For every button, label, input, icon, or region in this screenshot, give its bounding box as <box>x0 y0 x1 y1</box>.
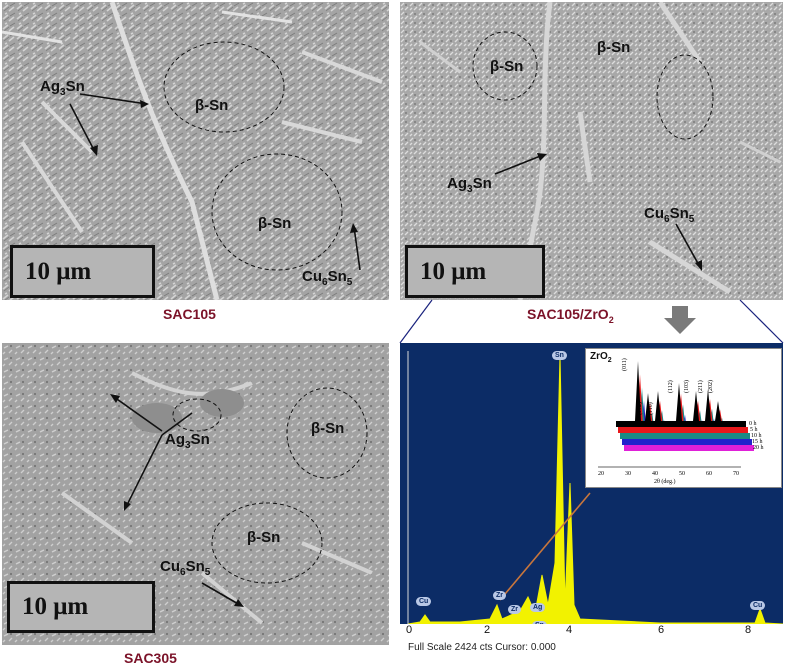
label-beta-sn-1: β-Sn <box>195 97 229 114</box>
label-ag3sn: Ag3Sn <box>40 78 85 98</box>
label-beta-sn-1: β-Sn <box>490 58 524 75</box>
xrd-peak-label: (103) <box>683 380 690 393</box>
sem-panel-sac305: Ag3Sn β-Sn β-Sn Cu6Sn5 10 μm <box>2 343 389 645</box>
sem-panel-sac105-zro2: β-Sn β-Sn Ag3Sn Cu6Sn5 10 μm <box>400 2 783 300</box>
eds-peak-label: Zr <box>508 605 521 614</box>
eds-peak-label: Cu <box>416 597 432 606</box>
label-cu6sn5: Cu6Sn5 <box>160 558 211 578</box>
scale-bar: 10 μm <box>7 581 155 633</box>
eds-peak-label: Sn <box>552 351 567 360</box>
eds-status-footer: Full Scale 2424 cts Cursor: 0.000 <box>400 642 783 656</box>
eds-tick-6: 6 <box>658 624 665 636</box>
eds-x-axis <box>400 624 783 642</box>
label-beta-sn-2: β-Sn <box>247 529 281 546</box>
xrd-x-tick: 40 <box>652 471 658 477</box>
eds-tick-8: 8 <box>745 624 752 636</box>
eds-peak-label: Cu <box>750 601 766 610</box>
xrd-x-tick: 20 <box>598 471 604 477</box>
caption-sac105-zro2: SAC105/ZrO2 <box>527 306 614 325</box>
xrd-time-label: 15 h <box>752 439 763 445</box>
xrd-x-tick: 60 <box>706 471 712 477</box>
label-cu6sn5: Cu6Sn5 <box>302 268 353 288</box>
down-arrow-icon <box>664 306 696 334</box>
eds-tick-2: 2 <box>484 624 491 636</box>
eds-spectrum-plot <box>407 351 783 627</box>
label-ag3sn: Ag3Sn <box>165 431 210 451</box>
xrd-peak-label: (110) <box>647 402 654 415</box>
label-beta-sn-1: β-Sn <box>311 420 345 437</box>
xrd-time-label: 10 h <box>751 433 762 439</box>
scale-bar: 10 μm <box>405 245 545 298</box>
xrd-time-label: 0 h <box>749 421 757 427</box>
xrd-peak-label: (202) <box>707 380 714 393</box>
scale-bar: 10 μm <box>10 245 155 298</box>
xrd-x-label: 2θ (deg.) <box>654 478 676 485</box>
xrd-inset-title: ZrO2 <box>590 351 612 364</box>
eds-peak-label: Zr <box>493 591 506 600</box>
label-beta-sn-2: β-Sn <box>597 39 631 56</box>
eds-spectrum-trace <box>407 354 783 627</box>
label-cu6sn5: Cu6Sn5 <box>644 205 695 225</box>
xrd-peak-label: (112) <box>667 380 674 393</box>
xrd-x-tick: 70 <box>733 471 739 477</box>
xrd-pattern-plot: 20 h15 h10 h5 h0 h (011) (002) (110) (112) (1… <box>598 358 764 485</box>
xrd-time-label: 20 h <box>753 445 764 451</box>
caption-sac305: SAC305 <box>124 650 177 666</box>
eds-peak-label: Ag <box>530 603 546 612</box>
eds-tick-0: 0 <box>406 624 413 636</box>
label-beta-sn-2: β-Sn <box>258 215 292 232</box>
xrd-x-tick: 50 <box>679 471 685 477</box>
caption-sac105: SAC105 <box>163 306 216 322</box>
xrd-peak-label: (211) <box>697 380 704 393</box>
pointer-line <box>499 492 591 601</box>
sem-panel-sac105: Ag3Sn β-Sn β-Sn Cu6Sn5 10 μm <box>2 2 389 300</box>
xrd-time-label: 5 h <box>750 427 758 433</box>
eds-tick-4: 4 <box>566 624 573 636</box>
label-ag3sn: Ag3Sn <box>447 175 492 195</box>
xrd-x-tick: 30 <box>625 471 631 477</box>
xrd-peak-label: (011) <box>621 358 628 371</box>
xrd-series <box>616 361 746 427</box>
xrd-peak-label: (002) <box>636 402 643 415</box>
